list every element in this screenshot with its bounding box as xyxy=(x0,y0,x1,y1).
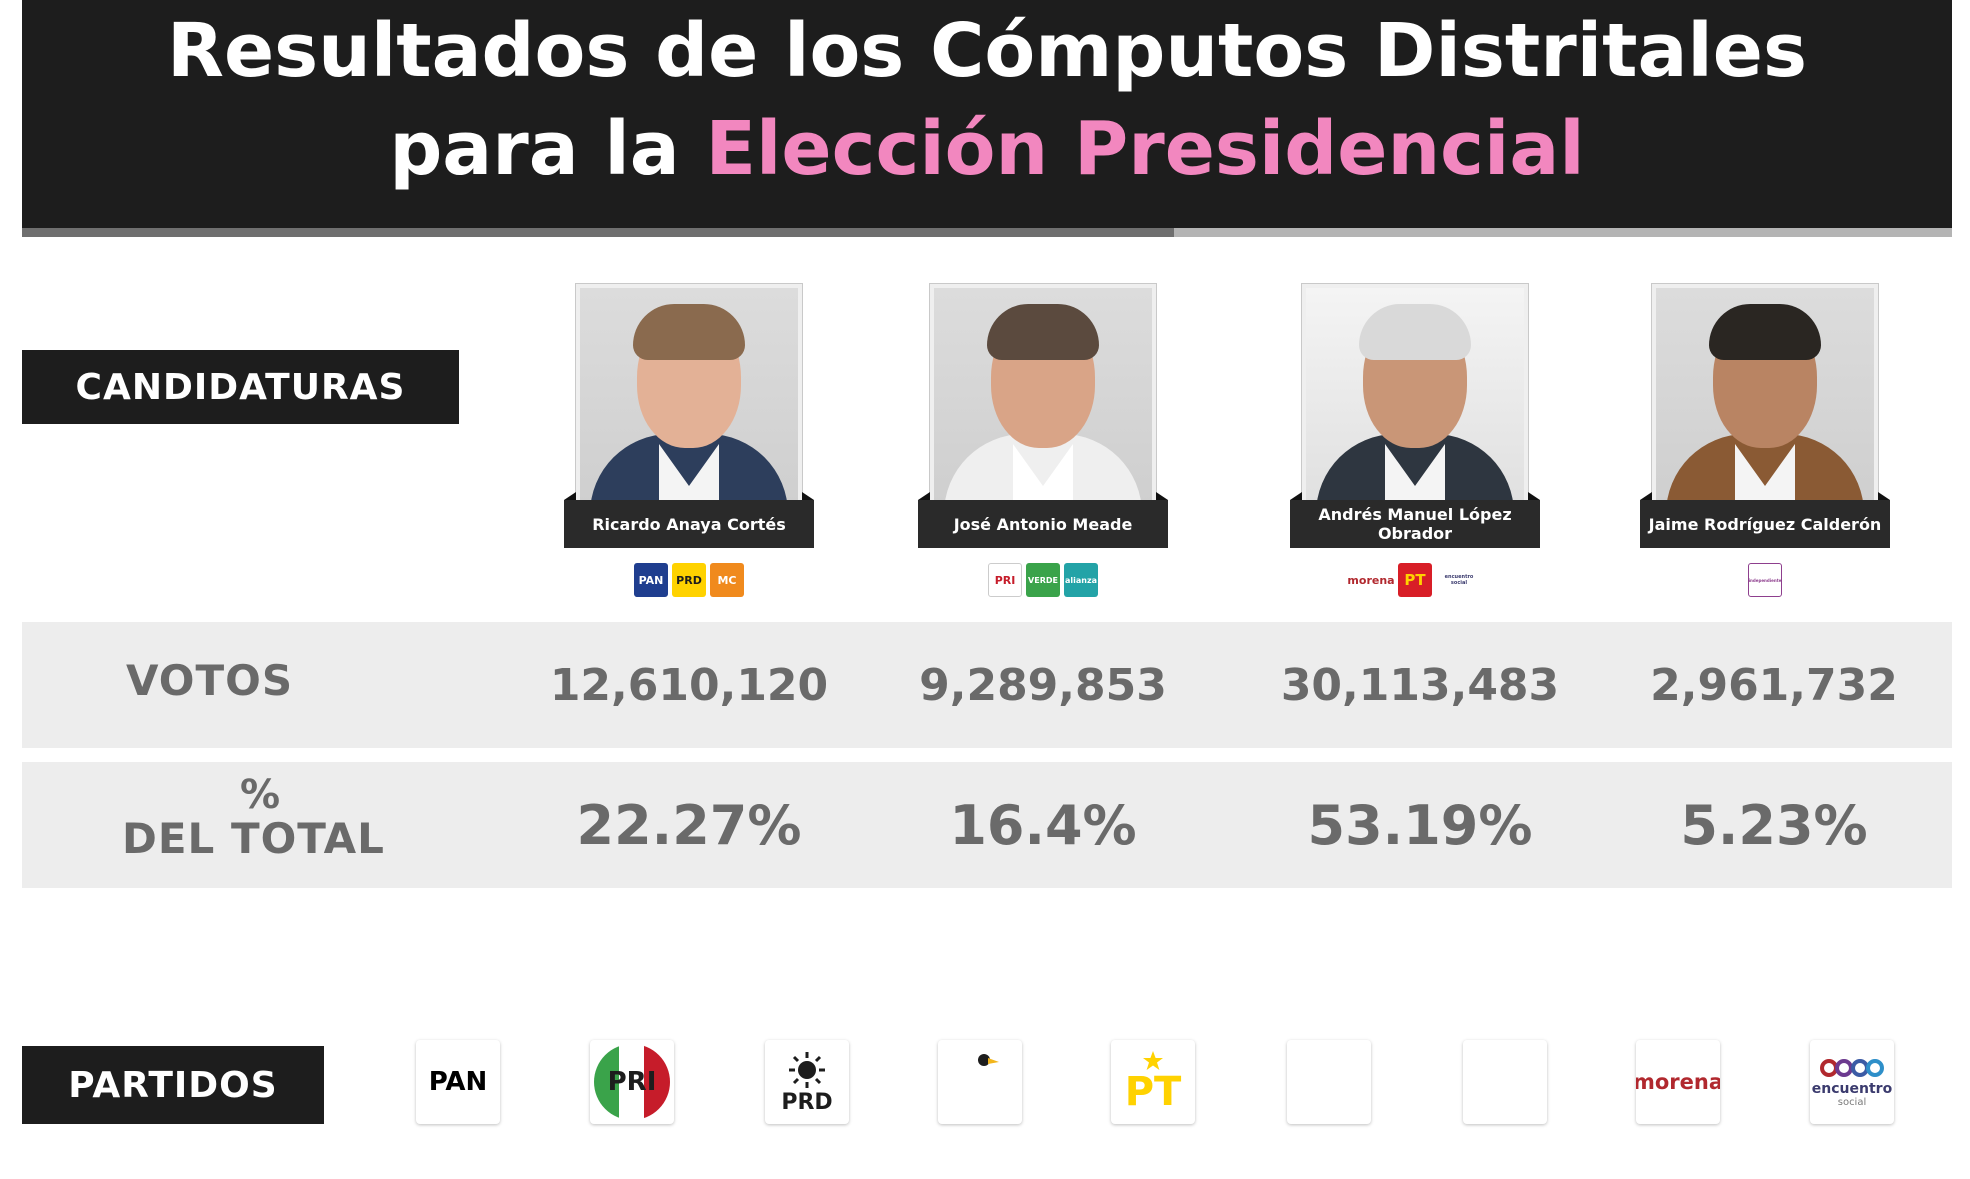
candidate-photo xyxy=(1302,284,1528,508)
encuentro-social-mini-logo: encuentro social xyxy=(1436,563,1482,597)
candidate-card-anaya: Ricardo Anaya Cortés PAN PRD MC xyxy=(564,284,814,598)
candidate-photo xyxy=(1652,284,1878,508)
encuentro-logo-text: encuentro xyxy=(1811,1081,1893,1097)
percent-anaya: 22.27% xyxy=(576,793,802,857)
prd-mini-logo: PRD xyxy=(672,563,706,597)
title-line-1: Resultados de los Cómputos Distritales xyxy=(166,8,1808,94)
coalition-logos: independiente xyxy=(1640,562,1890,598)
candidate-photo xyxy=(930,284,1156,508)
mc-logo-text: MOVIMIENTO CIUDADANO xyxy=(1299,1090,1359,1108)
percent-row: % DEL TOTAL 22.27% 16.4% 53.19% 5.23% xyxy=(22,762,1952,888)
morena-mini-logo: morena xyxy=(1348,563,1394,597)
prd-logo-text: PRD xyxy=(781,1089,833,1115)
candidate-card-rodriguez: Jaime Rodríguez Calderón independiente xyxy=(1640,284,1890,598)
sun-icon xyxy=(789,1051,825,1088)
header-underline-light xyxy=(1174,228,1952,237)
pt-logo-text: PT xyxy=(1124,1069,1182,1115)
verde-logo: VERDE xyxy=(938,1040,1022,1124)
morena-logo-text: morena xyxy=(1636,1070,1720,1094)
percent-lopez-obrador: 53.19% xyxy=(1307,793,1533,857)
alianza-swoosh-icon xyxy=(1484,1050,1526,1081)
pri-logo-text: PRI xyxy=(607,1067,657,1097)
pt-mini-logo: PT xyxy=(1398,563,1432,597)
encuentro-social-logo: encuentro social xyxy=(1810,1040,1894,1124)
coalition-logos: PAN PRD MC xyxy=(564,562,814,598)
percent-meade: 16.4% xyxy=(949,793,1137,857)
morena-logo: morena xyxy=(1636,1040,1720,1124)
candidate-name: Jaime Rodríguez Calderón xyxy=(1640,492,1890,548)
verde-logo-text: VERDE xyxy=(948,1092,1012,1112)
votes-lopez-obrador: 30,113,483 xyxy=(1280,659,1560,711)
pri-logo: PRI xyxy=(590,1040,674,1124)
candidate-photo xyxy=(576,284,802,508)
header-underline-dark xyxy=(22,228,1174,237)
pan-logo-text: PAN xyxy=(428,1067,488,1097)
encuentro-figures-icon xyxy=(1820,1059,1884,1077)
pan-mini-logo: PAN xyxy=(634,563,668,597)
mc-mini-logo: MC xyxy=(710,563,744,597)
candidate-name: Andrés Manuel López Obrador xyxy=(1290,492,1540,548)
independiente-mini-logo: independiente xyxy=(1748,563,1782,597)
prd-logo: PRD xyxy=(765,1040,849,1124)
nueva-alianza-logo: nueva alianza xyxy=(1463,1040,1547,1124)
encuentro-logo-sub: social xyxy=(1837,1097,1867,1108)
coalition-logos: morena PT encuentro social xyxy=(1290,562,1540,598)
votes-anaya: 12,610,120 xyxy=(549,659,829,711)
alianza-logo-sub: nueva xyxy=(1508,1083,1539,1094)
movimiento-ciudadano-logo: MOVIMIENTO CIUDADANO xyxy=(1287,1040,1371,1124)
verde-mini-logo: VERDE xyxy=(1026,563,1060,597)
candidaturas-label: CANDIDATURAS xyxy=(22,350,459,424)
candidate-card-lopez-obrador: Andrés Manuel López Obrador morena PT en… xyxy=(1290,284,1540,598)
votos-label: VOTOS xyxy=(126,656,294,705)
candidate-card-meade: José Antonio Meade PRI VERDE alianza xyxy=(918,284,1168,598)
pri-mini-logo: PRI xyxy=(988,563,1022,597)
toucan-icon xyxy=(960,1054,1000,1092)
votes-rodriguez: 2,961,732 xyxy=(1650,659,1898,711)
title-line-2-prefix: para la xyxy=(389,106,680,192)
percent-rodriguez: 5.23% xyxy=(1680,793,1868,857)
alianza-logo-text: alianza xyxy=(1463,1091,1547,1117)
title-banner: Resultados de los Cómputos Distritales p… xyxy=(22,0,1952,228)
alianza-mini-logo: alianza xyxy=(1064,563,1098,597)
votes-meade: 9,289,853 xyxy=(919,659,1167,711)
partidos-label: PARTIDOS xyxy=(22,1046,324,1124)
percent-label-symbol: % xyxy=(240,772,282,818)
votos-row: VOTOS 12,610,120 9,289,853 30,113,483 2,… xyxy=(22,622,1952,748)
pt-logo: PT xyxy=(1111,1040,1195,1124)
candidate-name: José Antonio Meade xyxy=(918,492,1168,548)
eagle-icon xyxy=(1303,1060,1355,1082)
coalition-logos: PRI VERDE alianza xyxy=(918,562,1168,598)
title-line-2: para la Elección Presidencial xyxy=(22,106,1952,192)
percent-label-text: DEL TOTAL xyxy=(122,814,385,863)
star-icon xyxy=(1143,1051,1163,1070)
pan-logo: PAN xyxy=(416,1040,500,1124)
candidate-name: Ricardo Anaya Cortés xyxy=(564,492,814,548)
title-line-2-accent: Elección Presidencial xyxy=(705,106,1585,192)
